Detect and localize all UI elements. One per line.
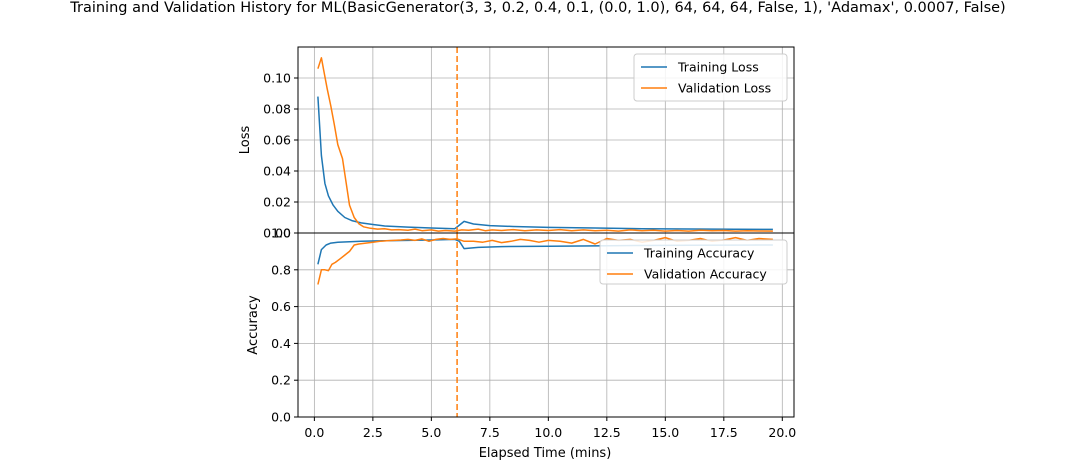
acc-legend-box	[599, 239, 788, 285]
accuracy-xlabel: Elapsed Time (mins)	[479, 446, 612, 460]
loss-ytick-label: 0.10	[263, 71, 291, 86]
training-loss-line	[317, 96, 773, 231]
validation-loss-line	[317, 57, 773, 232]
loss-ytick-label: 0.02	[263, 195, 291, 210]
accuracy-xtick-label: 17.5	[710, 425, 738, 440]
accuracy-xticks: 0.0 2.5 5.0 7.5 10.0 12.5 15.0 17.5 20.0	[304, 417, 796, 440]
acc-ytick-label: 0.6	[271, 299, 291, 314]
acc-legend-label: Training Accuracy	[643, 246, 755, 261]
accuracy-xtick-label: 12.5	[593, 425, 621, 440]
accuracy-legend: Training Accuracy Validation Accuracy	[599, 239, 788, 285]
validation-accuracy-line	[317, 236, 773, 285]
loss-ylabel: Loss	[238, 126, 253, 155]
accuracy-yticks: 0.0 0.2 0.4 0.6 0.8 1.0	[271, 226, 298, 425]
acc-ytick-label: 1.0	[271, 226, 291, 241]
loss-legend-label: Training Loss	[677, 60, 759, 75]
accuracy-xtick-label: 20.0	[768, 425, 796, 440]
acc-ytick-label: 0.4	[271, 336, 291, 351]
accuracy-xtick-label: 0.0	[304, 425, 324, 440]
accuracy-xtick-label: 2.5	[363, 425, 383, 440]
loss-ytick-label: 0.00	[263, 226, 291, 241]
loss-legend-label: Validation Loss	[678, 81, 771, 96]
loss-ytick-label: 0.08	[263, 102, 291, 117]
accuracy-xtick-label: 10.0	[534, 425, 562, 440]
acc-ytick-label: 0.8	[271, 262, 291, 277]
acc-ytick-label: 0.0	[271, 410, 291, 425]
acc-legend-label: Validation Accuracy	[644, 267, 767, 282]
accuracy-xtick-label: 15.0	[651, 425, 679, 440]
loss-ytick-label: 0.06	[263, 133, 291, 148]
loss-legend: Training Loss Validation Loss	[633, 53, 788, 102]
loss-legend-box	[633, 53, 788, 102]
loss-ytick-label: 0.04	[263, 164, 291, 179]
accuracy-xtick-label: 7.5	[480, 425, 500, 440]
loss-series	[317, 57, 773, 232]
accuracy-panel: 0.0 0.2 0.4 0.6 0.8 1.0 0.0 2.5 5.0 7.5 10.0 12.5 1…	[246, 226, 796, 460]
accuracy-xtick-label: 5.0	[421, 425, 441, 440]
chart-title: Training and Validation History for ML(B…	[69, 0, 1005, 16]
accuracy-ylabel: Accuracy	[246, 295, 261, 355]
acc-ytick-label: 0.2	[271, 373, 291, 388]
accuracy-frame	[297, 232, 795, 418]
